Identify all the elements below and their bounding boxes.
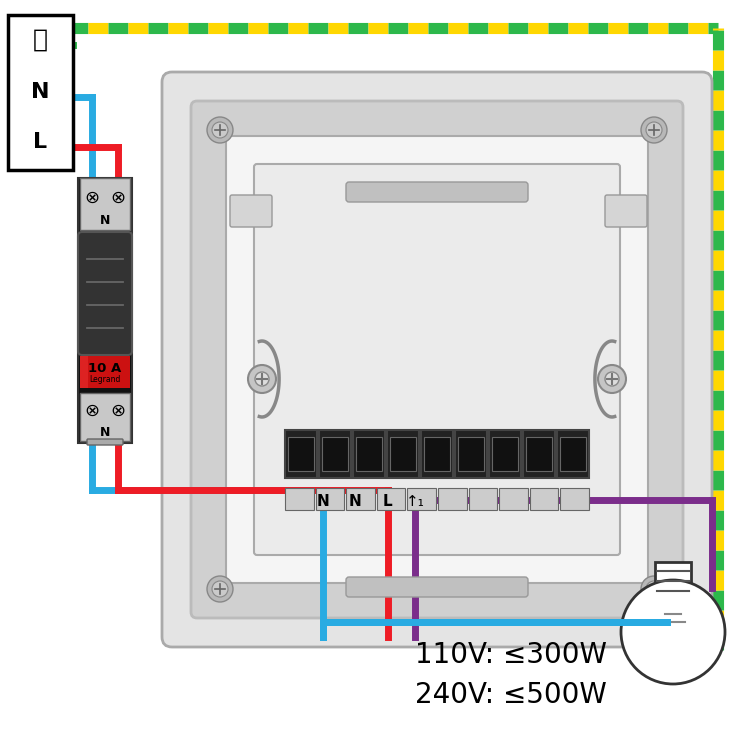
FancyBboxPatch shape [78, 178, 132, 443]
FancyBboxPatch shape [407, 488, 436, 510]
FancyBboxPatch shape [655, 562, 691, 604]
Text: ⊗: ⊗ [85, 189, 99, 207]
FancyBboxPatch shape [322, 437, 348, 471]
Circle shape [646, 581, 662, 597]
FancyBboxPatch shape [523, 430, 555, 478]
Circle shape [646, 122, 662, 138]
FancyBboxPatch shape [424, 437, 450, 471]
FancyBboxPatch shape [492, 437, 518, 471]
Text: L: L [383, 494, 392, 509]
FancyBboxPatch shape [530, 488, 559, 510]
FancyBboxPatch shape [8, 15, 73, 170]
FancyBboxPatch shape [80, 356, 130, 388]
FancyBboxPatch shape [346, 488, 375, 510]
FancyBboxPatch shape [390, 437, 416, 471]
FancyBboxPatch shape [499, 488, 528, 510]
FancyBboxPatch shape [377, 488, 406, 510]
FancyBboxPatch shape [78, 232, 132, 355]
FancyBboxPatch shape [557, 430, 589, 478]
FancyBboxPatch shape [315, 488, 344, 510]
FancyBboxPatch shape [230, 195, 272, 227]
FancyBboxPatch shape [356, 437, 382, 471]
FancyBboxPatch shape [353, 430, 385, 478]
FancyBboxPatch shape [469, 488, 497, 510]
Circle shape [212, 122, 228, 138]
Text: 110V: ≤300W: 110V: ≤300W [415, 641, 607, 669]
Text: ⊗: ⊗ [110, 402, 126, 420]
Circle shape [207, 576, 233, 602]
FancyBboxPatch shape [458, 437, 484, 471]
FancyBboxPatch shape [254, 164, 620, 555]
FancyBboxPatch shape [560, 488, 589, 510]
FancyBboxPatch shape [288, 437, 314, 471]
FancyBboxPatch shape [285, 430, 317, 478]
Circle shape [598, 365, 626, 393]
FancyBboxPatch shape [605, 195, 647, 227]
Text: Legrand: Legrand [90, 374, 121, 383]
FancyBboxPatch shape [191, 101, 683, 618]
Text: N: N [317, 494, 329, 509]
FancyBboxPatch shape [489, 430, 521, 478]
Circle shape [255, 372, 269, 386]
Circle shape [207, 117, 233, 143]
Text: 240V: ≤500W: 240V: ≤500W [415, 681, 607, 709]
FancyBboxPatch shape [80, 393, 130, 441]
Text: N: N [32, 82, 50, 102]
Circle shape [641, 117, 667, 143]
Circle shape [248, 365, 276, 393]
FancyBboxPatch shape [346, 577, 528, 597]
FancyBboxPatch shape [455, 430, 487, 478]
Circle shape [212, 581, 228, 597]
Text: ⊗: ⊗ [110, 189, 126, 207]
FancyBboxPatch shape [80, 356, 88, 388]
FancyBboxPatch shape [80, 178, 130, 230]
FancyBboxPatch shape [87, 439, 123, 445]
FancyBboxPatch shape [226, 136, 648, 583]
FancyBboxPatch shape [162, 72, 712, 647]
Text: L: L [33, 132, 48, 152]
Text: N: N [349, 494, 362, 509]
FancyBboxPatch shape [438, 488, 467, 510]
Text: N: N [100, 426, 110, 438]
FancyBboxPatch shape [346, 182, 528, 202]
FancyBboxPatch shape [560, 437, 586, 471]
Text: 10 A: 10 A [88, 361, 121, 375]
Circle shape [605, 372, 619, 386]
Text: N: N [100, 215, 110, 228]
Text: ⏚: ⏚ [33, 28, 48, 52]
FancyBboxPatch shape [285, 488, 314, 510]
FancyBboxPatch shape [319, 430, 351, 478]
FancyBboxPatch shape [421, 430, 453, 478]
Circle shape [641, 576, 667, 602]
FancyBboxPatch shape [387, 430, 419, 478]
Text: ⊗: ⊗ [85, 402, 99, 420]
Text: ↑₁: ↑₁ [406, 494, 424, 509]
FancyBboxPatch shape [526, 437, 552, 471]
Circle shape [621, 580, 725, 684]
